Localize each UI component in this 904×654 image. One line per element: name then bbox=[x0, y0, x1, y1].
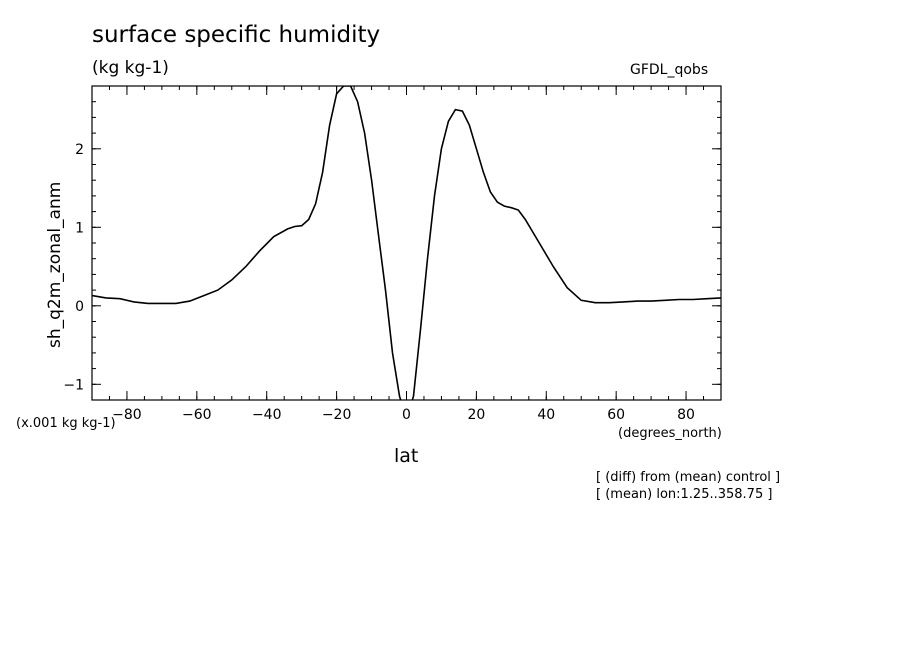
axis-ticks bbox=[91, 85, 722, 401]
x-tick-label: 0 bbox=[402, 407, 411, 423]
x-tick-label: −80 bbox=[112, 407, 142, 423]
chart-units: (kg kg-1) bbox=[92, 58, 169, 78]
chart-title: surface specific humidity bbox=[92, 22, 381, 48]
x-tick-label: −60 bbox=[182, 407, 212, 423]
footer-note-diff: [ (diff) from (mean) control ] bbox=[596, 470, 781, 485]
y-tick-label: −1 bbox=[63, 377, 84, 393]
x-units-label: (degrees_north) bbox=[618, 426, 722, 441]
footer-note-mean: [ (mean) lon:1.25..358.75 ] bbox=[596, 487, 773, 502]
x-tick-label: 40 bbox=[537, 407, 555, 423]
series-line bbox=[92, 86, 721, 400]
plot-frame bbox=[91, 85, 722, 401]
y-tick-label: 0 bbox=[75, 299, 84, 315]
y-tick-label: 2 bbox=[75, 142, 84, 158]
x-tick-label: 20 bbox=[467, 407, 485, 423]
x-tick-label: −40 bbox=[252, 407, 282, 423]
x-tick-label: −20 bbox=[322, 407, 352, 423]
data-source-label: GFDL_qobs bbox=[630, 62, 709, 78]
tick-labels: −80 −60 −40 −20 0 20 40 60 80 −1 0 1 2 bbox=[63, 142, 695, 423]
x-tick-label: 60 bbox=[607, 407, 625, 423]
x-axis-label: lat bbox=[394, 445, 419, 467]
x-tick-label: 80 bbox=[677, 407, 695, 423]
y-scale-label: (x.001 kg kg-1) bbox=[16, 416, 116, 431]
y-tick-label: 1 bbox=[75, 220, 84, 236]
